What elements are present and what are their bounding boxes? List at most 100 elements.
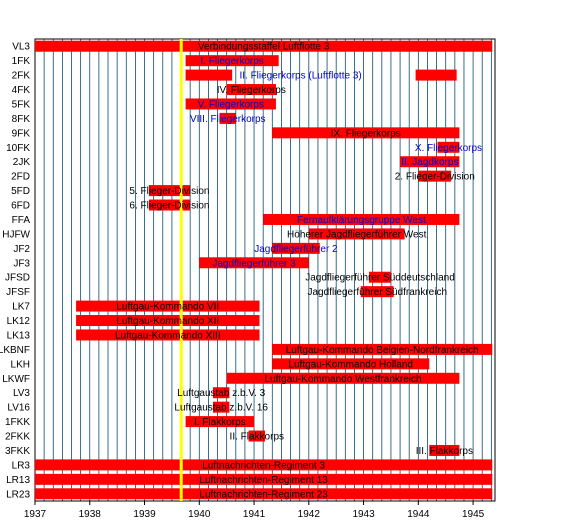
row-label-lkbnf: LKBNF: [0, 345, 30, 356]
bar-lv16: [212, 401, 230, 413]
bar-label-lv3: Luftgaustab z.b.V. 3: [177, 388, 265, 399]
bar-4fk: [226, 84, 276, 96]
bar-label-10fk: X. Fliegerkorps: [415, 143, 482, 154]
bar-5fd: [148, 185, 190, 197]
x-tick-label: 1939: [133, 509, 156, 520]
row-label-jfsf: JFSF: [6, 287, 30, 298]
bar-hjfw: [308, 228, 405, 240]
bar-label-4fk: IV. Fliegerkorps: [217, 85, 286, 96]
bar-lk7: [76, 300, 260, 312]
row-label-vl3: VL3: [12, 42, 30, 53]
bar-label-lkh: Luftgau-Kommando Holland: [288, 359, 413, 370]
bar-label-jfsf: Jagdfliegerführer Südfrankreich: [307, 287, 447, 298]
bar-9fk: [272, 127, 460, 139]
bar-label-vl3: Verbindungsstaffel Luftflotte 3: [198, 42, 330, 53]
bar-lk12: [76, 315, 260, 327]
bar-label-jf3: Jagdfliegerführer 3: [212, 258, 296, 269]
bar-1fkk: [185, 416, 255, 428]
bar-label-lr23: Luftnachrichten-Regiment 23: [199, 489, 328, 500]
row-label-2jk: 2JK: [13, 157, 31, 168]
row-label-8fk: 8FK: [12, 114, 31, 125]
bars: [35, 40, 493, 500]
row-label-5fk: 5FK: [12, 99, 31, 110]
bar-label-1fkk: I. Flakkorps: [194, 417, 246, 428]
row-label-2fk: 2FK: [12, 71, 31, 82]
bar-label-2jk: II. Jagdkorps: [401, 157, 458, 168]
row-label-jf3: JF3: [13, 258, 30, 269]
bar-lkwf: [226, 372, 460, 384]
row-label-lkh: LKH: [11, 359, 30, 370]
row-label-9fk: 9FK: [12, 128, 31, 139]
row-label-lr23: LR23: [6, 489, 30, 500]
bar-2fkk: [248, 430, 265, 442]
bar-label-lr13: Luftnachrichten-Regiment 13: [199, 475, 328, 486]
x-tick-label: 1937: [24, 509, 47, 520]
bar-5fk: [185, 98, 276, 110]
bar-labels: Verbindungsstaffel Luftflotte 3 I. Fliege…: [115, 42, 482, 501]
bar-2jk: [400, 156, 460, 168]
bar-label-hjfw: Höherer Jagdfliegerführer West: [287, 229, 427, 240]
bar-lr23: [35, 488, 493, 500]
bar-label-2fk: II. Fliegerkorps (Luftflotte 3): [239, 71, 361, 82]
bar-label-lkwf: Luftgau-Kommando Westfrankreich: [264, 374, 421, 385]
row-label-lk12: LK12: [7, 316, 31, 327]
bar-label-jfsd: Jagdfliegerführer Süddeutschland: [305, 273, 455, 284]
plot-frame: [34, 38, 496, 502]
bar-6fd: [148, 199, 190, 211]
x-tick-label: 1944: [407, 509, 430, 520]
x-tick-label: 1945: [462, 509, 485, 520]
bar-label-9fk: IX. Fliegerkorps: [331, 128, 401, 139]
bar-2fd: [418, 170, 452, 182]
x-tick-label: 1938: [79, 509, 102, 520]
bar-lkbnf: [272, 343, 493, 355]
x-axis: 1937 1938 1939 1940 1941 1942 1943 1944 1945: [24, 501, 485, 520]
bar-lk13: [76, 329, 260, 341]
row-labels: VL3 1FK 2FK 4FK 5FK 8FK 9FK 10FK 2JK 2FD 5FD 6FD FFA…: [0, 42, 31, 501]
bar-8fk: [219, 112, 236, 124]
bar-10fk: [437, 141, 460, 153]
bar-label-lv16: Luftgaustab z.b.V. 16: [174, 403, 268, 414]
row-label-10fk: 10FK: [6, 143, 30, 154]
bar-lkh: [272, 358, 430, 370]
row-label-lk7: LK7: [12, 302, 30, 313]
row-label-lv16: LV16: [7, 403, 30, 414]
bar-3fkk: [429, 444, 460, 456]
x-tick-label: 1942: [298, 509, 321, 520]
bar-lv3: [212, 387, 230, 399]
bar-ffa: [263, 213, 460, 225]
row-label-5fd: 5FD: [11, 186, 30, 197]
row-label-hjfw: HJFW: [2, 229, 30, 240]
row-label-1fkk: 1FKK: [5, 417, 30, 428]
row-label-lk13: LK13: [7, 330, 31, 341]
row-label-jfsd: JFSD: [5, 273, 30, 284]
row-label-4fk: 4FK: [12, 85, 31, 96]
bar-jfsd: [369, 271, 391, 283]
bar-jf3: [199, 257, 309, 269]
bar-label-6fd: 6. Flieger-Division: [129, 201, 209, 212]
bar-label-lk7: Luftgau-Kommando VII: [116, 302, 219, 313]
bar-lr13: [35, 473, 493, 485]
bar-1fk: [185, 55, 279, 67]
bar-label-2fkk: II. Flakkorps: [230, 432, 284, 443]
x-tick-label: 1943: [352, 509, 375, 520]
bar-label-lr3: Luftnachrichten-Regiment 3: [202, 460, 325, 471]
bar-label-5fk: V. Fliegerkorps: [198, 99, 264, 110]
bar-label-5fd: 5. Flieger-Division: [129, 186, 209, 197]
row-label-3fkk: 3FKK: [5, 446, 30, 457]
bar-2fk: [185, 69, 233, 81]
row-label-lv3: LV3: [13, 388, 30, 399]
x-tick-label: 1941: [243, 509, 266, 520]
bar-label-3fkk: III. Flakkorps: [416, 446, 473, 457]
bar-jf2: [272, 242, 320, 254]
row-label-lr13: LR13: [6, 475, 30, 486]
bar-label-1fk: I. Fliegerkorps: [200, 56, 263, 67]
bar-label-lkbnf: Luftgau-Kommando Belgien-Nordfrankreich: [286, 345, 479, 356]
row-label-lkwf: LKWF: [2, 374, 30, 385]
bar-label-lk13: Luftgau-Kommando XIII: [115, 330, 221, 341]
row-label-ffa: FFA: [12, 215, 31, 226]
bar-label-jf2: Jagdfliegerführer 2: [254, 244, 338, 255]
row-label-1fk: 1FK: [12, 56, 31, 67]
x-tick-label: 1940: [188, 509, 211, 520]
row-label-lr3: LR3: [12, 460, 31, 471]
bar-label-ffa: Fernaufklärungsgruppe West: [297, 215, 426, 226]
